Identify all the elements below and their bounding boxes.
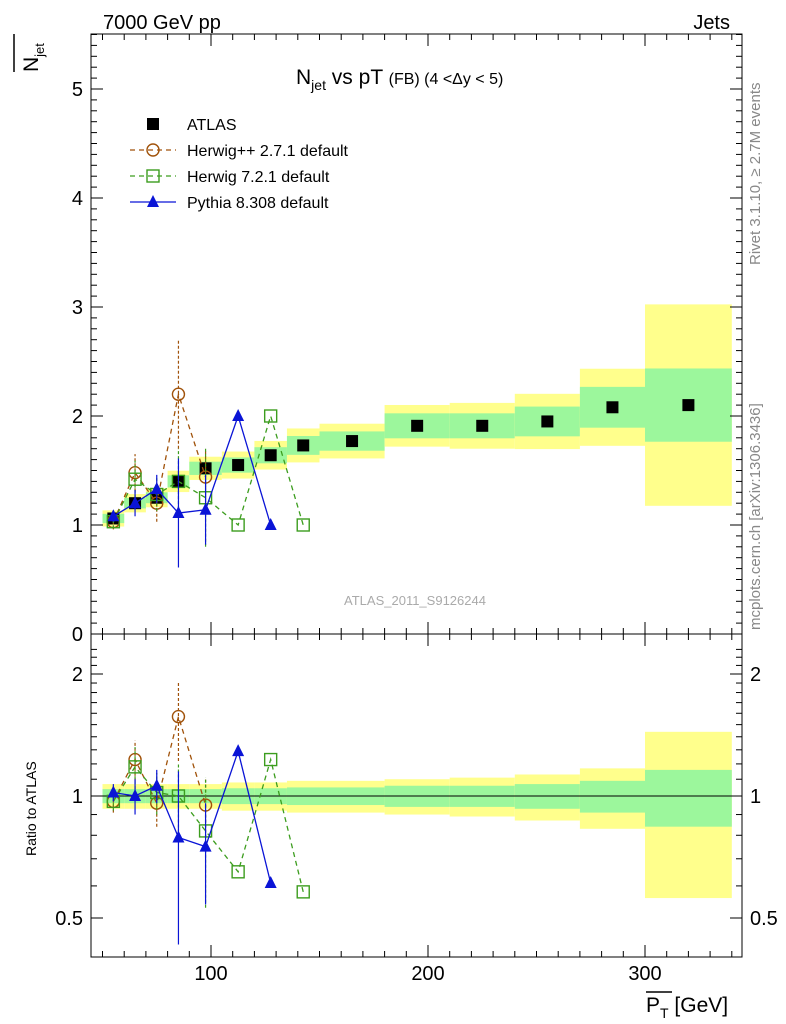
ratio-ytick-label: 1 bbox=[72, 786, 83, 808]
legend-marker bbox=[147, 195, 159, 207]
ratio-ytick-label-right: 2 bbox=[750, 664, 761, 686]
herwig-7-2-1-default-main-point bbox=[231, 518, 245, 532]
ratio-xlabel: PT [GeV] bbox=[646, 991, 728, 1021]
main-ytick-label: 2 bbox=[72, 406, 83, 428]
pythia-8-308-default-main-point bbox=[150, 482, 163, 495]
ratio-series bbox=[106, 681, 310, 945]
herwig-7-2-1-default-ratio-point bbox=[296, 885, 310, 899]
pythia-8-308-default-ratio-point bbox=[264, 876, 277, 889]
main-ytick-label: 1 bbox=[72, 515, 83, 537]
legend-label: Pythia 8.308 default bbox=[187, 195, 329, 212]
legend-label: ATLAS bbox=[187, 117, 237, 134]
xtick-label: 200 bbox=[411, 963, 444, 985]
herwig-7-2-1-default-ratio-line bbox=[112, 757, 304, 893]
herwig-2-7-1-default-main-point bbox=[171, 387, 186, 401]
ratio-ytick-label: 0.5 bbox=[55, 908, 83, 930]
pythia-8-308-default-main-point bbox=[172, 506, 185, 519]
main-ytick-label: 0 bbox=[72, 624, 83, 646]
herwig-7-2-1-default-ratio-point bbox=[231, 865, 245, 879]
herwig-7-2-1-default-main-point bbox=[128, 472, 142, 486]
energy-label: 7000 GeV pp bbox=[103, 12, 221, 34]
ratio-ylabel: Ratio to ATLAS bbox=[23, 761, 39, 856]
herwig-7-2-1-default-ratio-point bbox=[128, 760, 142, 774]
ratio-bands bbox=[102, 731, 732, 899]
herwig-7-2-1-default-main-point bbox=[263, 409, 278, 423]
pythia-8-308-default-main-point bbox=[264, 518, 277, 530]
pythia-8-308-default-ratio-point bbox=[172, 830, 185, 843]
pythia-8-308-default-ratio-point bbox=[150, 778, 163, 791]
legend-label: Herwig++ 2.7.1 default bbox=[187, 143, 349, 160]
pythia-8-308-default-main-point bbox=[129, 496, 142, 509]
main-axes: 0 1 2 3 4 5 bbox=[72, 33, 743, 646]
pythia-8-308-default-main-point bbox=[107, 509, 120, 522]
ratio-ytick-label-right: 1 bbox=[750, 786, 761, 808]
xtick-label: 100 bbox=[194, 963, 227, 985]
pythia-8-308-default-main-point bbox=[199, 502, 212, 515]
ratio-ytick-label: 2 bbox=[72, 664, 83, 686]
atlas-point bbox=[682, 399, 695, 412]
pythia-8-308-default-main-point bbox=[232, 409, 245, 421]
legend-marker bbox=[147, 118, 159, 130]
main-ytick-label: 3 bbox=[72, 297, 83, 319]
atlas-point bbox=[297, 439, 310, 452]
atlas-point bbox=[606, 401, 619, 414]
svg-text:PT [GeV]: PT [GeV] bbox=[646, 994, 728, 1021]
mcplots-label: mcplots.cern.ch [arXiv:1306.3436] bbox=[747, 403, 764, 630]
main-series bbox=[106, 339, 695, 568]
atlas-point bbox=[411, 419, 424, 432]
herwig-7-2-1-default-ratio-point bbox=[263, 752, 278, 767]
svg-text:Njet: Njet bbox=[20, 43, 47, 72]
atlas-point bbox=[346, 435, 359, 448]
pythia-8-308-default-ratio-line bbox=[113, 748, 272, 884]
main-ytick-label: 4 bbox=[72, 188, 83, 210]
ratio-ytick-label-right: 0.5 bbox=[750, 908, 778, 930]
xtick-label: 300 bbox=[628, 963, 661, 985]
legend-marker bbox=[146, 143, 160, 157]
herwig-7-2-1-default-main-point bbox=[296, 518, 310, 532]
main-title: Njet vs pT (FB) (4 <Δy < 5) bbox=[296, 66, 503, 93]
process-label: Jets bbox=[693, 12, 730, 34]
herwig-2-7-1-default-ratio-line bbox=[112, 714, 207, 806]
main-ytick-label: 5 bbox=[72, 79, 83, 101]
pythia-8-308-default-ratio-point bbox=[199, 839, 212, 852]
main-ylabel: Njet bbox=[13, 34, 47, 72]
legend: ATLAS Herwig++ 2.7.1 default Herwig 7.2.1 … bbox=[130, 117, 349, 212]
pythia-8-308-default-ratio-point bbox=[129, 789, 142, 801]
legend-marker bbox=[146, 169, 160, 183]
atlas-point bbox=[232, 459, 245, 472]
legend-label: Herwig 7.2.1 default bbox=[187, 169, 330, 186]
ratio-band-inner bbox=[645, 769, 732, 827]
atlas-point bbox=[541, 415, 554, 428]
pythia-8-308-default-ratio-point bbox=[232, 744, 245, 757]
pythia-8-308-default-ratio-point bbox=[107, 785, 120, 798]
herwig-2-7-1-default-ratio-point bbox=[171, 709, 186, 724]
rivet-label: Rivet 3.1.10, ≥ 2.7M events bbox=[747, 83, 764, 266]
analysis-watermark: ATLAS_2011_S9126244 bbox=[344, 593, 486, 608]
ratio-band-inner bbox=[579, 780, 645, 813]
ratio-axes: 0.5 0.5 1 1 2 2 100 200 300 bbox=[55, 633, 778, 985]
atlas-point bbox=[264, 449, 277, 462]
atlas-point bbox=[476, 419, 489, 432]
